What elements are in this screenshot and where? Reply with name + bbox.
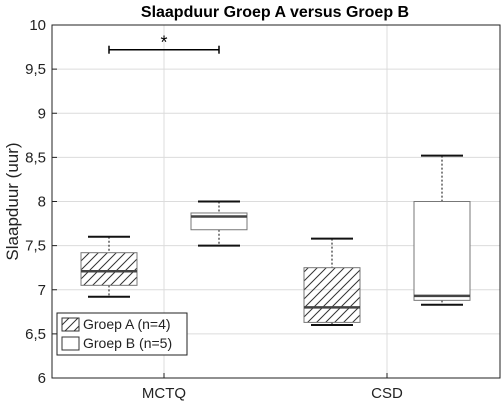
y-axis: 6 6,5 7 7,5 8 8,5 9 9,5 10	[25, 17, 57, 387]
box-iqr	[303, 267, 361, 323]
legend-entry: Groep B (n=5)	[83, 335, 172, 351]
boxes	[80, 154, 471, 327]
legend-entry: Groep A (n=4)	[83, 316, 171, 332]
box-groep-b-mctq	[190, 200, 248, 247]
box-groep-a-csd	[303, 237, 361, 327]
y-tick-label: 10	[29, 17, 46, 34]
chart-title: Slaapduur Groep A versus Groep B	[141, 4, 409, 21]
y-tick-label: 9	[38, 105, 46, 122]
y-tick-label: 9,5	[25, 61, 46, 78]
y-tick-label: 8,5	[25, 149, 46, 166]
legend: Groep A (n=4) Groep B (n=5)	[56, 312, 188, 356]
y-axis-label: Slaapduur (uur)	[3, 142, 22, 260]
x-axis: MCTQ CSD	[142, 373, 403, 402]
legend-swatch	[61, 317, 80, 332]
y-tick-label: 7,5	[25, 238, 46, 255]
y-tick-label: 6,5	[25, 326, 46, 343]
y-tick-label: 8	[38, 194, 46, 211]
y-tick-label: 7	[38, 282, 46, 299]
legend-swatch	[61, 336, 80, 351]
annotations: *	[108, 33, 220, 54]
significance-star: *	[160, 33, 167, 53]
x-tick-label: CSD	[371, 385, 403, 402]
y-tick-label: 6	[38, 370, 46, 387]
box-iqr	[413, 201, 471, 301]
box-iqr	[80, 252, 138, 286]
box-groep-b-csd	[413, 154, 471, 306]
box-groep-a-mctq	[80, 235, 138, 298]
x-tick-label: MCTQ	[142, 385, 186, 402]
